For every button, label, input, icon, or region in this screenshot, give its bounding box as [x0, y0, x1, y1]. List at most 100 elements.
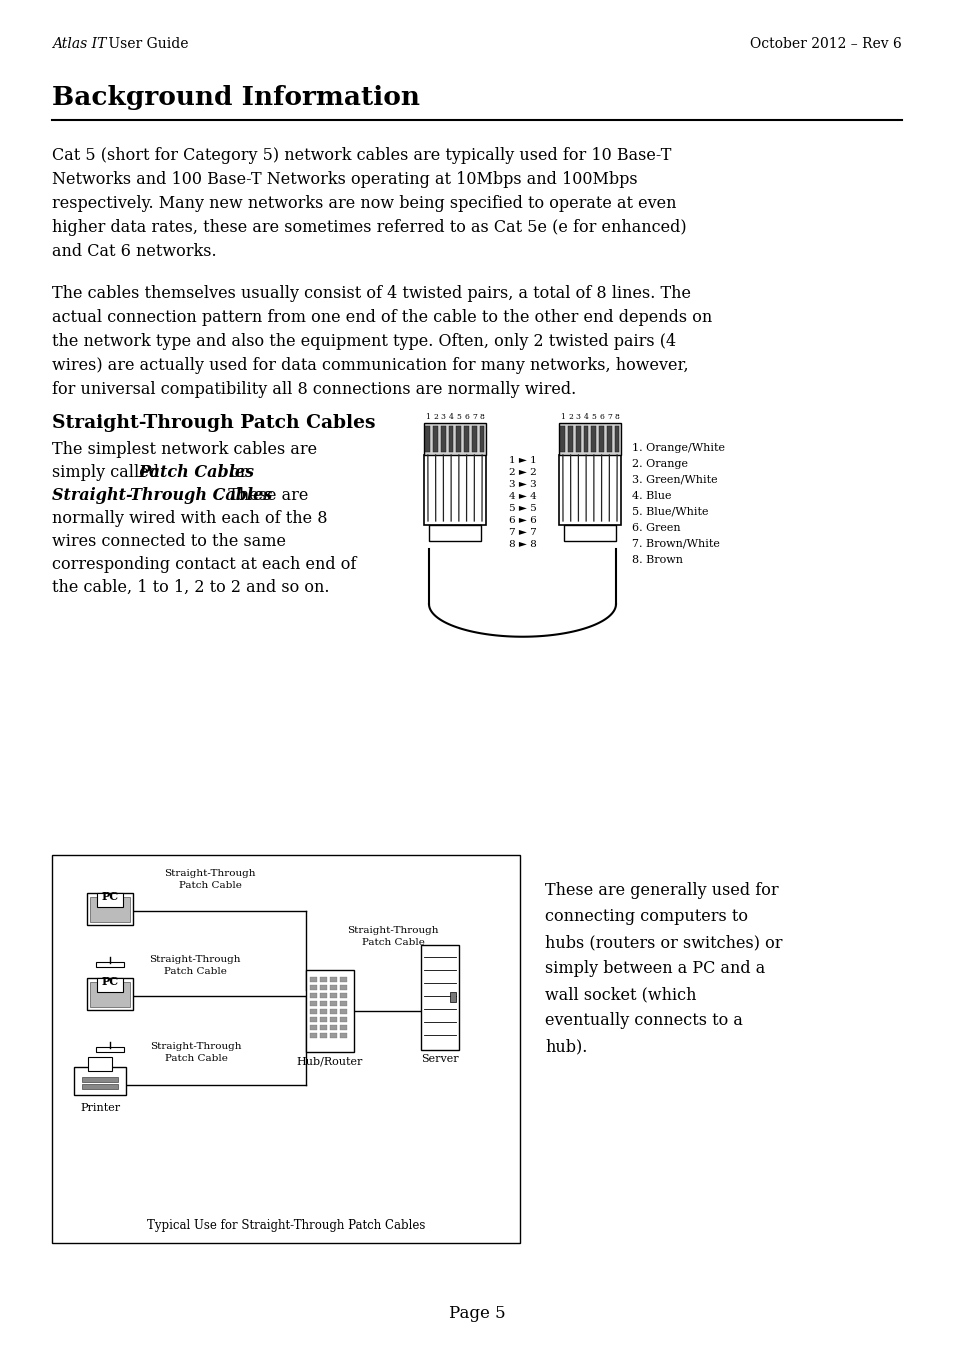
Bar: [558, 455, 620, 525]
Bar: [450, 992, 456, 1002]
Text: Patch Cable: Patch Cable: [361, 938, 424, 946]
Bar: [479, 427, 484, 452]
Text: 1 ► 1: 1 ► 1: [508, 456, 536, 464]
Bar: [420, 945, 458, 1050]
Bar: [339, 994, 347, 998]
Text: Straight-Through Patch Cables: Straight-Through Patch Cables: [52, 414, 375, 432]
Bar: [310, 1025, 316, 1030]
Text: 6 ► 6: 6 ► 6: [508, 516, 536, 525]
Text: 2: 2: [433, 413, 437, 421]
Text: hubs (routers or switches) or: hubs (routers or switches) or: [544, 934, 781, 950]
Bar: [96, 963, 124, 967]
Text: Server: Server: [420, 1054, 458, 1064]
Text: 5: 5: [591, 413, 596, 421]
Text: corresponding contact at each end of: corresponding contact at each end of: [52, 556, 356, 572]
Text: Straight-Through: Straight-Through: [149, 954, 240, 964]
Text: PC: PC: [101, 976, 118, 987]
Bar: [97, 977, 123, 992]
Text: connecting computers to: connecting computers to: [544, 909, 747, 925]
Text: 8. Brown: 8. Brown: [631, 555, 682, 566]
Text: 8 ► 8: 8 ► 8: [508, 540, 536, 549]
Text: Background Information: Background Information: [52, 85, 419, 109]
Bar: [583, 427, 588, 452]
Text: October 2012 – Rev 6: October 2012 – Rev 6: [749, 36, 901, 51]
Bar: [319, 1000, 327, 1006]
Bar: [568, 427, 573, 452]
Text: wires) are actually used for data communication for many networks, however,: wires) are actually used for data commun…: [52, 356, 688, 374]
Bar: [563, 525, 616, 541]
Bar: [319, 994, 327, 998]
Bar: [330, 1025, 336, 1030]
Text: 3: 3: [576, 413, 580, 421]
Text: Patch Cable: Patch Cable: [178, 882, 241, 890]
Bar: [90, 981, 130, 1007]
Bar: [425, 427, 430, 452]
Text: PC: PC: [101, 891, 118, 902]
Text: These are generally used for: These are generally used for: [544, 882, 778, 899]
Text: Patch Cables: Patch Cables: [138, 464, 254, 481]
Text: 5: 5: [456, 413, 461, 421]
Text: The simplest network cables are: The simplest network cables are: [52, 441, 316, 458]
Bar: [448, 427, 453, 452]
Text: or: or: [225, 464, 248, 481]
Bar: [339, 1025, 347, 1030]
Bar: [339, 1033, 347, 1038]
Bar: [96, 1048, 124, 1052]
Text: the network type and also the equipment type. Often, only 2 twisted pairs (4: the network type and also the equipment …: [52, 333, 676, 350]
Text: simply between a PC and a: simply between a PC and a: [544, 960, 764, 977]
Bar: [591, 427, 596, 452]
Bar: [90, 896, 130, 922]
Bar: [97, 892, 123, 907]
Text: the cable, 1 to 1, 2 to 2 and so on.: the cable, 1 to 1, 2 to 2 and so on.: [52, 579, 329, 595]
Text: Straight-Through: Straight-Through: [164, 869, 255, 878]
Bar: [576, 427, 580, 452]
Bar: [52, 855, 519, 1243]
Text: 5. Blue/White: 5. Blue/White: [631, 508, 708, 517]
Text: normally wired with each of the 8: normally wired with each of the 8: [52, 510, 327, 526]
Text: 3. Green/White: 3. Green/White: [631, 475, 717, 485]
Text: Hub/Router: Hub/Router: [296, 1056, 363, 1066]
Text: Patch Cable: Patch Cable: [163, 967, 226, 976]
Bar: [339, 1017, 347, 1022]
Bar: [440, 427, 445, 452]
Bar: [339, 977, 347, 981]
Text: 8: 8: [614, 413, 618, 421]
Text: 3 ► 3: 3 ► 3: [508, 481, 536, 489]
Bar: [319, 1033, 327, 1038]
Text: 3: 3: [440, 413, 445, 421]
Text: wall socket (which: wall socket (which: [544, 986, 696, 1003]
Text: 8: 8: [479, 413, 484, 421]
Text: 7. Brown/White: 7. Brown/White: [631, 539, 720, 549]
Text: Typical Use for Straight-Through Patch Cables: Typical Use for Straight-Through Patch C…: [147, 1219, 425, 1233]
Text: 4 ► 4: 4 ► 4: [508, 491, 536, 501]
Text: Cat 5 (short for Category 5) network cables are typically used for 10 Base-T: Cat 5 (short for Category 5) network cab…: [52, 147, 671, 163]
Text: wires connected to the same: wires connected to the same: [52, 533, 286, 549]
Text: 7: 7: [472, 413, 476, 421]
Bar: [330, 1033, 336, 1038]
Text: Straight-Through Cables: Straight-Through Cables: [52, 487, 272, 504]
Text: . These are: . These are: [217, 487, 308, 504]
Text: 1: 1: [425, 413, 430, 421]
Bar: [74, 1066, 126, 1095]
Text: Atlas IT: Atlas IT: [52, 36, 107, 51]
Bar: [319, 986, 327, 990]
Text: and Cat 6 networks.: and Cat 6 networks.: [52, 243, 216, 261]
Text: User Guide: User Guide: [104, 36, 189, 51]
Bar: [472, 427, 476, 452]
Bar: [433, 427, 437, 452]
Text: 1. Orange/White: 1. Orange/White: [631, 443, 724, 454]
Text: Printer: Printer: [80, 1103, 120, 1112]
Bar: [560, 427, 565, 452]
Text: 2. Orange: 2. Orange: [631, 459, 687, 468]
Text: Networks and 100 Base-T Networks operating at 10Mbps and 100Mbps: Networks and 100 Base-T Networks operati…: [52, 171, 637, 188]
Bar: [456, 427, 460, 452]
Bar: [423, 455, 485, 525]
Bar: [606, 427, 611, 452]
Bar: [423, 423, 485, 455]
Bar: [429, 525, 480, 541]
Bar: [310, 1000, 316, 1006]
Text: 4. Blue: 4. Blue: [631, 491, 671, 501]
Text: 6. Green: 6. Green: [631, 522, 679, 533]
Text: The cables themselves usually consist of 4 twisted pairs, a total of 8 lines. Th: The cables themselves usually consist of…: [52, 285, 690, 302]
Text: Straight-Through: Straight-Through: [347, 926, 438, 936]
